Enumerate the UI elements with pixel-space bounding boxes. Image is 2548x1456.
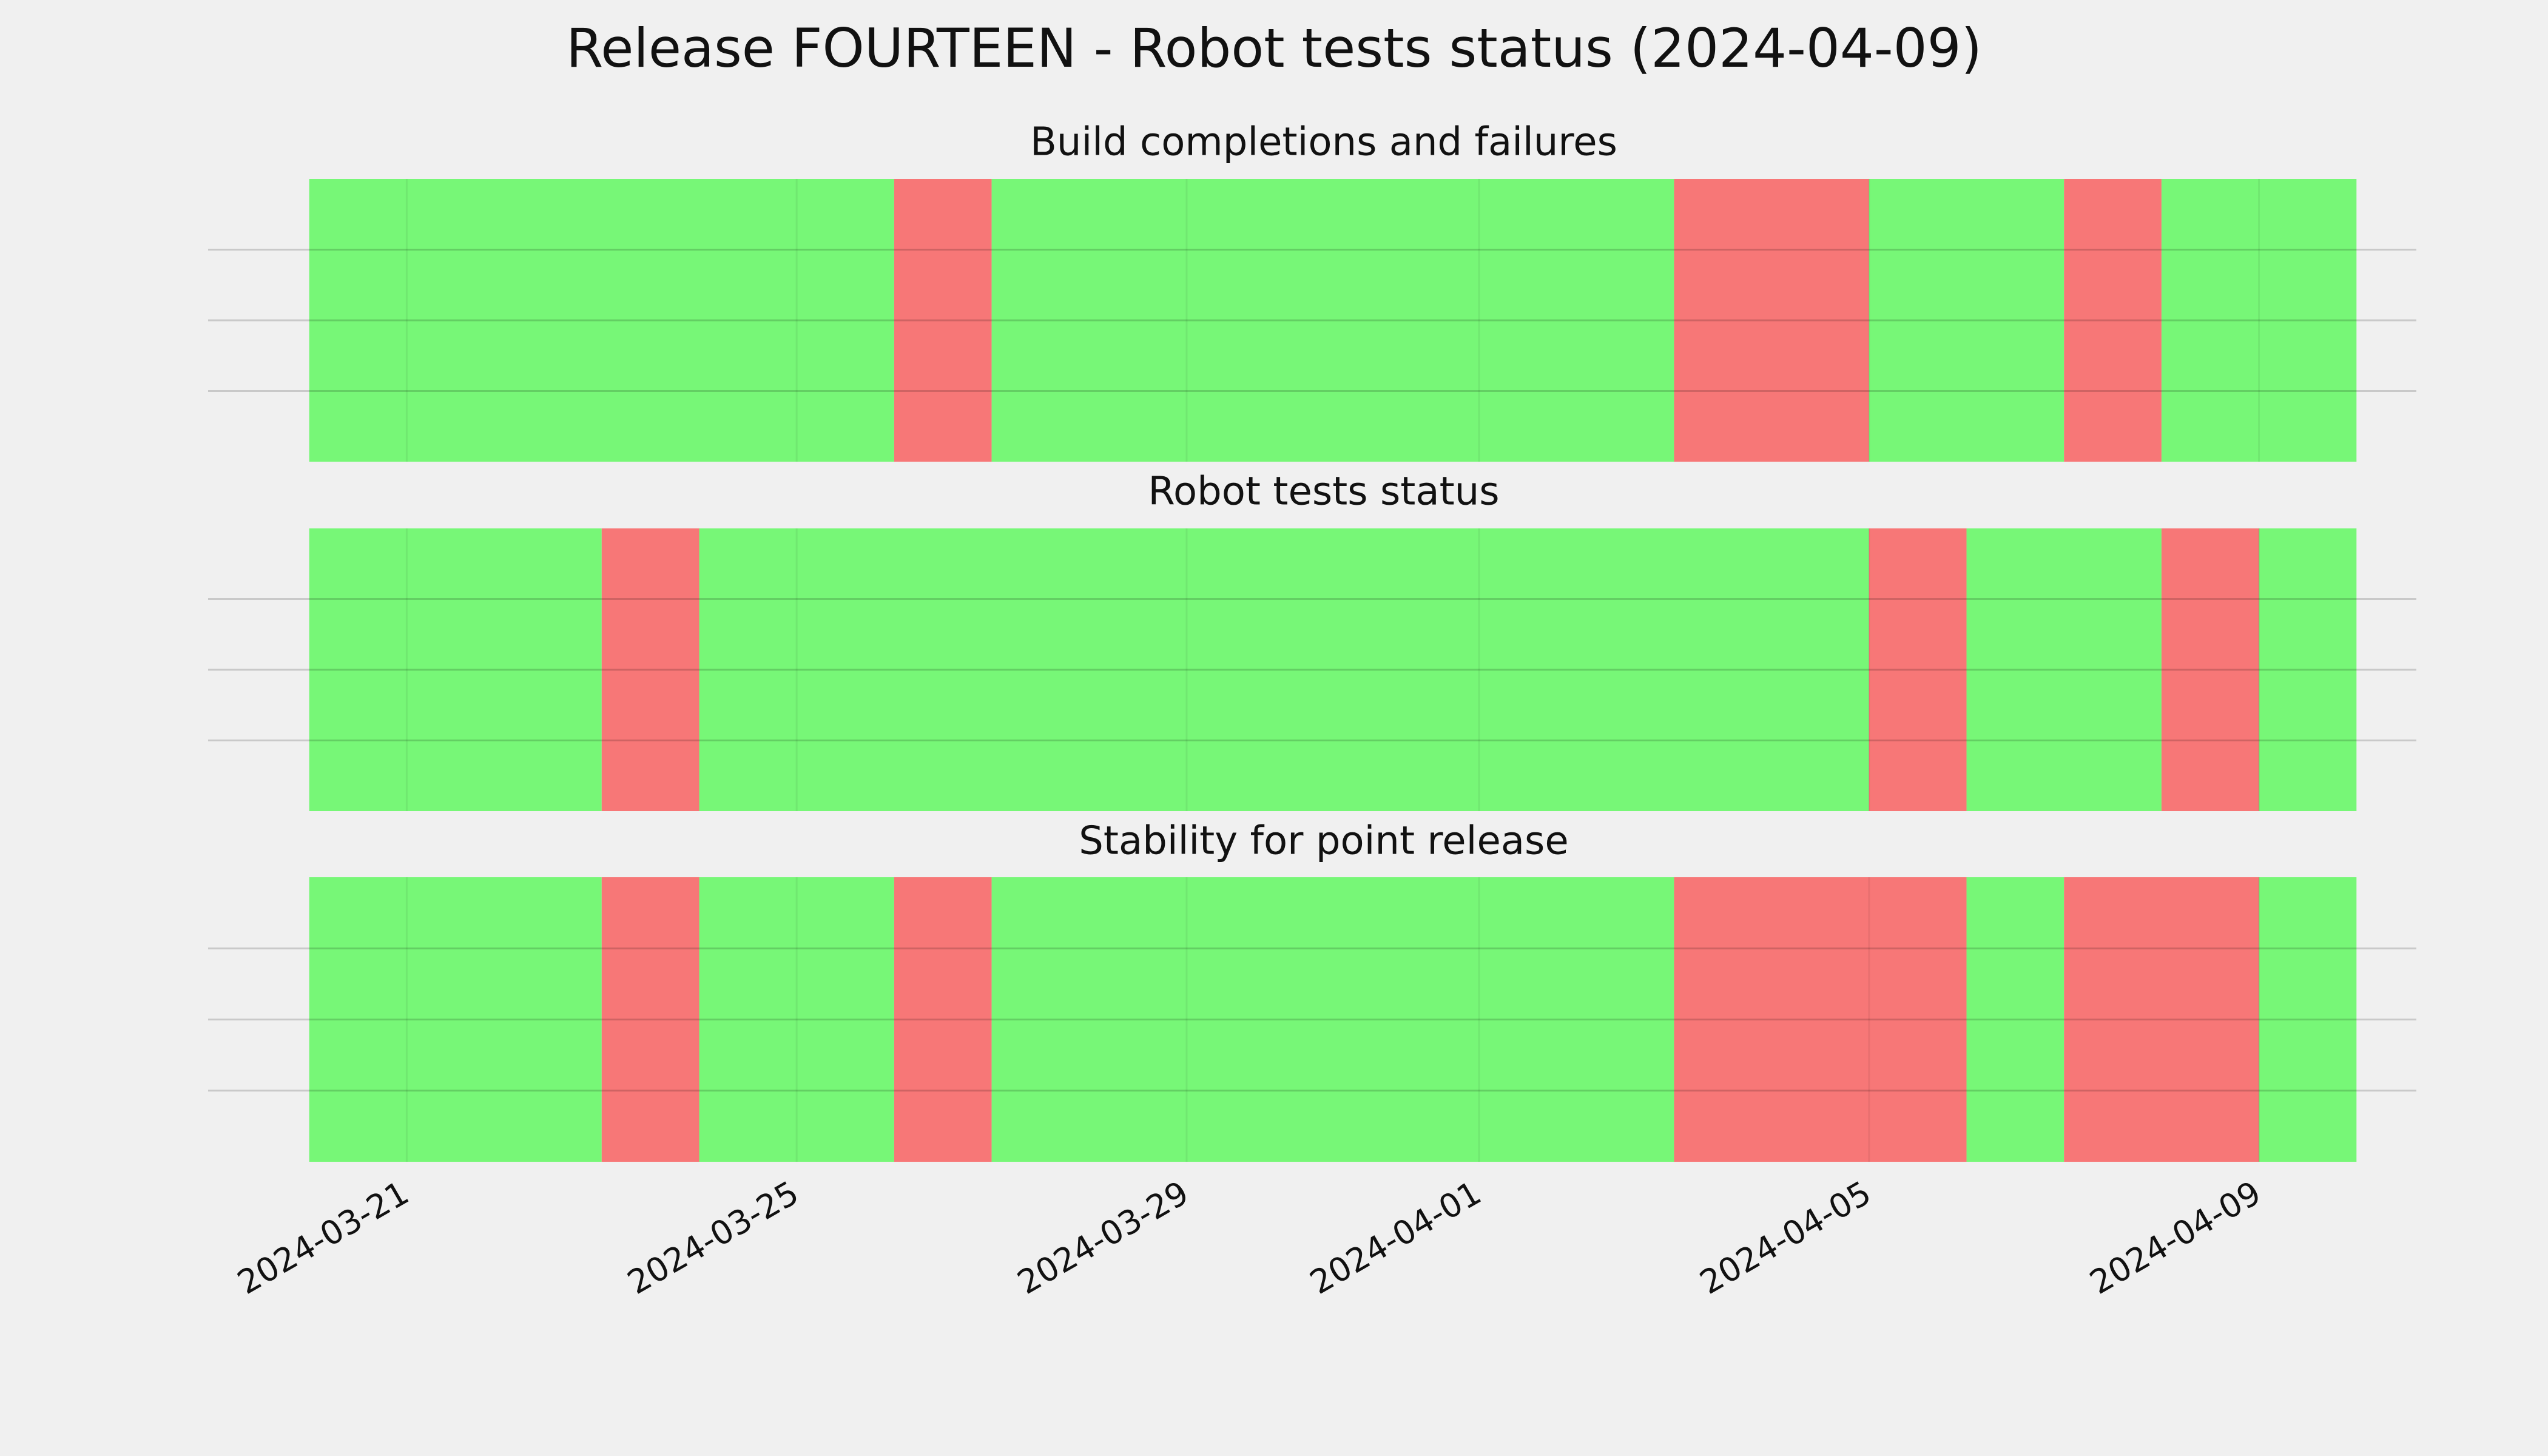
status-span <box>991 179 1674 462</box>
status-span <box>309 877 602 1162</box>
status-span <box>699 528 1869 811</box>
status-span <box>894 179 992 462</box>
status-span <box>2064 877 2259 1162</box>
status-span <box>1869 179 2064 462</box>
status-span <box>1674 179 1869 462</box>
status-span <box>309 179 894 462</box>
status-span <box>1966 877 2064 1162</box>
status-span <box>2161 179 2357 462</box>
status-span <box>1674 877 1967 1162</box>
subplot-title: Build completions and failures <box>1030 120 1617 165</box>
status-span <box>1869 528 1967 811</box>
status-span <box>2161 528 2259 811</box>
status-span <box>2259 877 2357 1162</box>
status-span <box>2064 179 2162 462</box>
status-span <box>699 877 894 1162</box>
status-span <box>601 877 699 1162</box>
status-span <box>991 877 1674 1162</box>
status-span <box>2259 528 2357 811</box>
status-span <box>601 528 699 811</box>
chart-title: Release FOURTEEN - Robot tests status (2… <box>566 17 1982 79</box>
subplot-title: Robot tests status <box>1148 470 1499 514</box>
status-span <box>1966 528 2162 811</box>
status-span <box>894 877 992 1162</box>
status-span <box>309 528 602 811</box>
subplot-title: Stability for point release <box>1079 819 1569 864</box>
